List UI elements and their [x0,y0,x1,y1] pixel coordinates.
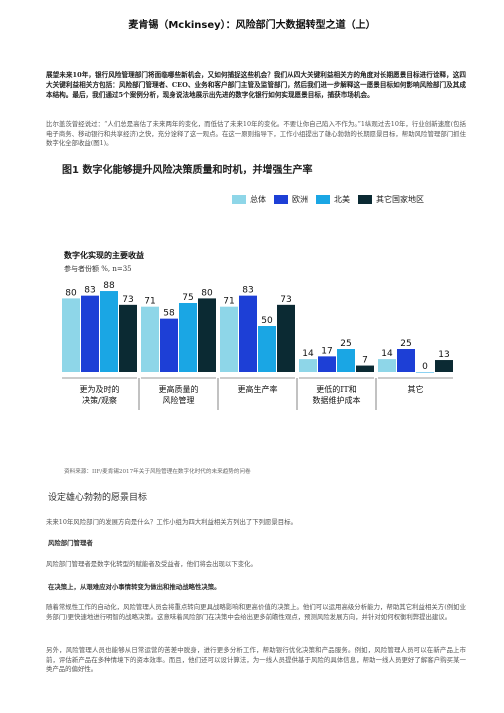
category-label: 更高生产率 [238,384,278,394]
category-label: 更低的IT和数据维护成本 [313,384,361,405]
bar-value-label: 73 [280,295,291,305]
bar-chart: 80 83 88 73 更为及时的决策/观察 71 58 75 80 更高质量的风险管理 71 83 5… [62,281,453,410]
chart-title: 数字化实现的主要收益 [64,250,144,260]
body-paragraph-1: 比尔盖茨曾经说过：“人们总是高估了未来两年的变化，而低估了未来10年的变化。不要… [46,120,466,148]
legend-item: 北美 [316,194,350,205]
bar [318,356,336,372]
chart-subtitle: 参与者份额 %, n=35 [64,265,132,273]
category-label: 更高质量的风险管理 [159,384,199,405]
bar [277,304,295,372]
bar-value-label: 13 [438,350,449,360]
figure-title: 图1 数字化能够提升风险决策质量和时机，并增强生产率 [62,165,313,176]
bar [239,295,257,372]
body-paragraph-2: 未来10年风险部门的发展方向是什么？工作小组为四大利益相关方列出了下列愿景目标。 [46,518,297,526]
bar [337,349,355,372]
category-label: 更为及时的决策/观察 [80,384,120,405]
bar-value-label: 73 [122,295,133,305]
bar [258,326,276,372]
bar [62,298,80,372]
legend-label: 欧洲 [292,195,308,204]
subheading-risk-managers: 风险部门管理者 [48,539,93,547]
bar [397,349,415,372]
bar-value-label: 25 [340,339,351,349]
bar-value-label: 88 [103,281,115,291]
bar-value-label: 14 [381,349,393,359]
legend-label: 北美 [334,195,350,204]
bar-value-label: 50 [261,316,273,326]
body-paragraph-4: 随着常规性工作的自动化，风险管理人员会将重点转向更具战略影响和更高价值的决策上。… [46,603,466,621]
body-paragraph-5: 另外，风险管理人员也能够从日常运营的苦差中脱身，进行更多分析工作，帮助银行优化决… [46,646,466,674]
legend-item: 其它国家地区 [358,194,424,205]
bar [100,291,118,372]
legend-item: 欧洲 [274,194,308,205]
bar [198,298,216,372]
bar [141,306,159,372]
bar-value-label: 80 [65,288,77,298]
figure-source: 资料来源：IIF/麦肯锡2017年关于风险管理在数字化时代的未来趋势的问卷 [64,469,251,475]
document-title: 麦肯锡（Mckinsey）：风险部门大数据转型之道（上） [128,20,376,31]
subheading-decisions: 在决策上，从艰难应对小事情转变为做出和推动战略性决策。 [48,583,221,591]
intro-paragraph: 展望未来10年，银行风险管理部门将面临哪些新机会，又如何捕捉这些机会？我们从四大… [46,71,466,99]
bar [81,295,99,372]
bar-value-label: 14 [302,349,314,359]
bar-value-label: 25 [400,339,411,349]
body-paragraph-3: 风险部门管理者是数字化转型的赋能者及受益者，他们将会出现以下变化。 [46,560,257,568]
bar [356,365,374,372]
legend-label: 其它国家地区 [376,195,424,204]
bar-value-label: 71 [144,297,155,307]
bar-value-label: 17 [321,346,332,356]
chart-legend: 总体 欧洲 北美 其它国家地区 [232,194,424,205]
bar-value-label: 0 [422,362,428,372]
bar-value-label: 71 [223,297,234,307]
bar [119,304,137,372]
bar-value-label: 80 [201,288,213,298]
bar [220,306,238,372]
bar [160,318,178,372]
bar [416,372,434,373]
bar [435,360,453,372]
bar-value-label: 7 [362,356,368,366]
bar [299,359,317,372]
section-heading: 设定雄心勃勃的愿景目标 [48,493,148,503]
category-label: 其它 [408,384,424,394]
bar-value-label: 83 [242,286,253,296]
bar-value-label: 75 [182,293,193,303]
bar-value-label: 58 [163,309,175,319]
legend-label: 总体 [250,195,266,204]
bar [378,359,396,372]
bar-value-label: 83 [84,286,95,296]
bar [179,303,197,372]
legend-item: 总体 [232,194,266,205]
